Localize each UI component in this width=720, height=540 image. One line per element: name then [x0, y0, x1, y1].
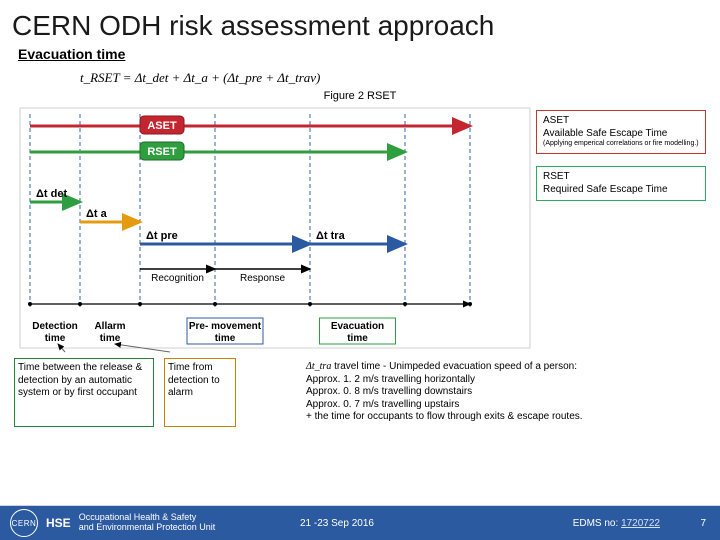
svg-text:time: time — [45, 333, 66, 344]
svg-text:time: time — [215, 333, 236, 344]
svg-text:Δt det: Δt det — [36, 188, 67, 200]
rset-diagram: ASET RSET Δt det Δt a Δt pre Δt tra Recognitio… — [10, 104, 710, 354]
aset-note: (Applying emperical correlations or fire… — [543, 140, 699, 149]
svg-text:Δt tra: Δt tra — [316, 230, 346, 242]
svg-text:ASET: ASET — [147, 120, 177, 132]
note-travel: Δt_tra travel time - Unimpeded evacuatio… — [246, 358, 706, 427]
svg-text:Δt a: Δt a — [86, 208, 108, 220]
rset-abbr: RSET — [543, 171, 699, 184]
rset-definition-box: RSET Required Safe Escape Time — [536, 166, 706, 201]
footnotes: Time between the release & detection by … — [0, 354, 720, 427]
aset-full: Available Safe Escape Time — [543, 128, 699, 141]
svg-text:Evacuation: Evacuation — [331, 321, 384, 332]
footer-edms: EDMS no: 1720722 — [573, 518, 660, 529]
svg-text:RSET: RSET — [147, 146, 177, 158]
aset-abbr: ASET — [543, 115, 699, 128]
rset-full: Required Safe Escape Time — [543, 184, 699, 197]
svg-text:Detection: Detection — [32, 321, 78, 332]
footer-date: 21 -23 Sep 2016 — [300, 518, 374, 529]
footer-hse: HSE — [46, 516, 71, 530]
svg-text:time: time — [347, 333, 368, 344]
aset-definition-box: ASET Available Safe Escape Time (Applyin… — [536, 110, 706, 154]
note-detection: Time between the release & detection by … — [14, 358, 154, 427]
note-travel-symbol: Δt_tra — [306, 361, 331, 372]
note-alarm: Time from detection to alarm — [164, 358, 236, 427]
svg-text:Pre- movement: Pre- movement — [189, 321, 262, 332]
footer-unit: Occupational Health & Safety and Environ… — [79, 513, 216, 533]
svg-text:Recognition: Recognition — [151, 273, 204, 284]
section-heading: Evacuation time — [0, 46, 720, 68]
footer-page-number: 7 — [700, 518, 706, 529]
equation: t_RSET = Δt_det + Δt_a + (Δt_pre + Δt_tr… — [0, 68, 720, 90]
svg-text:Allarm: Allarm — [94, 321, 125, 332]
figure-caption: Figure 2 RSET — [0, 90, 720, 102]
page-title: CERN ODH risk assessment approach — [0, 0, 720, 46]
svg-text:time: time — [100, 333, 121, 344]
svg-text:Δt pre: Δt pre — [146, 230, 178, 242]
slide-footer: CERN HSE Occupational Health & Safety an… — [0, 506, 720, 540]
svg-text:Response: Response — [240, 273, 285, 284]
cern-logo-icon: CERN — [10, 509, 38, 537]
